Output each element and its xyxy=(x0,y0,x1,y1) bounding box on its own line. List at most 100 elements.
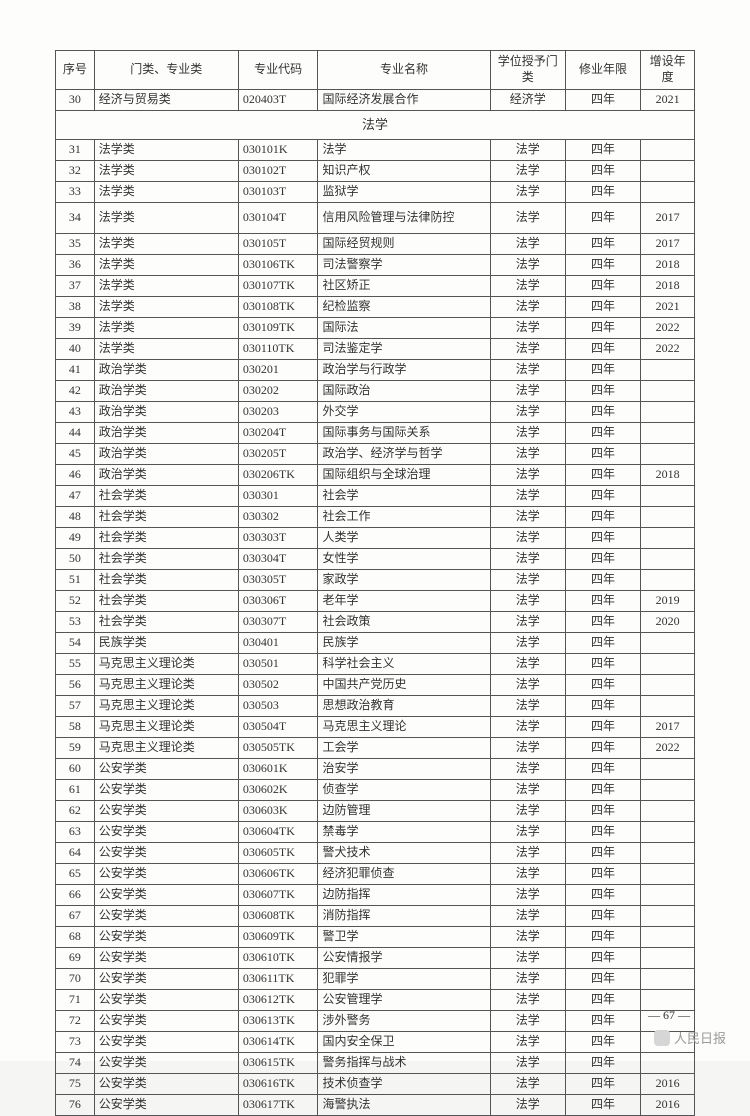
cell-deg: 法学 xyxy=(490,381,565,402)
cell-year xyxy=(641,843,695,864)
cell-seq: 73 xyxy=(56,1032,95,1053)
cell-deg: 法学 xyxy=(490,738,565,759)
table-row: 73公安学类030614TK国内安全保卫法学四年 xyxy=(56,1032,695,1053)
cell-name: 司法鉴定学 xyxy=(318,339,490,360)
cell-cat: 马克思主义理论类 xyxy=(94,654,238,675)
cell-name: 警卫学 xyxy=(318,927,490,948)
cell-name: 法学 xyxy=(318,140,490,161)
cell-deg: 法学 xyxy=(490,906,565,927)
cell-cat: 政治学类 xyxy=(94,444,238,465)
table-row: 72公安学类030613TK涉外警务法学四年 xyxy=(56,1011,695,1032)
cell-seq: 76 xyxy=(56,1095,95,1116)
cell-year xyxy=(641,654,695,675)
cell-cat: 公安学类 xyxy=(94,906,238,927)
cell-seq: 45 xyxy=(56,444,95,465)
cell-seq: 47 xyxy=(56,486,95,507)
cell-name: 国际经贸规则 xyxy=(318,234,490,255)
cell-deg: 法学 xyxy=(490,780,565,801)
cell-year xyxy=(641,1053,695,1074)
cell-year xyxy=(641,570,695,591)
cell-code: 030602K xyxy=(238,780,318,801)
cell-year: 2017 xyxy=(641,203,695,234)
cell-dur: 四年 xyxy=(565,717,640,738)
cell-seq: 31 xyxy=(56,140,95,161)
cell-name: 国际经济发展合作 xyxy=(318,90,490,111)
cell-name: 技术侦查学 xyxy=(318,1074,490,1095)
table-row: 53社会学类030307T社会政策法学四年2020 xyxy=(56,612,695,633)
table-row: 30经济与贸易类020403T国际经济发展合作经济学四年2021 xyxy=(56,90,695,111)
cell-cat: 公安学类 xyxy=(94,759,238,780)
table-row: 32法学类030102T知识产权法学四年 xyxy=(56,161,695,182)
cell-seq: 39 xyxy=(56,318,95,339)
cell-name: 老年学 xyxy=(318,591,490,612)
cell-cat: 公安学类 xyxy=(94,843,238,864)
cell-dur: 四年 xyxy=(565,360,640,381)
table-row: 54民族学类030401民族学法学四年 xyxy=(56,633,695,654)
cell-deg: 法学 xyxy=(490,528,565,549)
cell-name: 社会学 xyxy=(318,486,490,507)
cell-dur: 四年 xyxy=(565,927,640,948)
cell-dur: 四年 xyxy=(565,528,640,549)
cell-seq: 75 xyxy=(56,1074,95,1095)
cell-year xyxy=(641,182,695,203)
table-row: 60公安学类030601K治安学法学四年 xyxy=(56,759,695,780)
cell-cat: 公安学类 xyxy=(94,1074,238,1095)
table-row: 42政治学类030202国际政治法学四年 xyxy=(56,381,695,402)
cell-cat: 法学类 xyxy=(94,255,238,276)
cell-dur: 四年 xyxy=(565,161,640,182)
cell-name: 马克思主义理论 xyxy=(318,717,490,738)
cell-seq: 59 xyxy=(56,738,95,759)
cell-cat: 法学类 xyxy=(94,161,238,182)
table-row: 74公安学类030615TK警务指挥与战术法学四年 xyxy=(56,1053,695,1074)
cell-code: 030109TK xyxy=(238,318,318,339)
cell-code: 030613TK xyxy=(238,1011,318,1032)
cell-cat: 法学类 xyxy=(94,318,238,339)
cell-cat: 马克思主义理论类 xyxy=(94,717,238,738)
table-row: 50社会学类030304T女性学法学四年 xyxy=(56,549,695,570)
cell-year xyxy=(641,780,695,801)
cell-code: 030610TK xyxy=(238,948,318,969)
cell-dur: 四年 xyxy=(565,990,640,1011)
cell-dur: 四年 xyxy=(565,612,640,633)
cell-cat: 政治学类 xyxy=(94,465,238,486)
cell-cat: 社会学类 xyxy=(94,528,238,549)
cell-code: 030306T xyxy=(238,591,318,612)
cell-year xyxy=(641,360,695,381)
cell-dur: 四年 xyxy=(565,1053,640,1074)
table-row: 75公安学类030616TK技术侦查学法学四年2016 xyxy=(56,1074,695,1095)
table-row: 57马克思主义理论类030503思想政治教育法学四年 xyxy=(56,696,695,717)
table-row: 62公安学类030603K边防管理法学四年 xyxy=(56,801,695,822)
table-row: 38法学类030108TK纪检监察法学四年2021 xyxy=(56,297,695,318)
cell-cat: 公安学类 xyxy=(94,1011,238,1032)
cell-year: 2022 xyxy=(641,738,695,759)
cell-code: 030105T xyxy=(238,234,318,255)
cell-seq: 38 xyxy=(56,297,95,318)
cell-year: 2021 xyxy=(641,297,695,318)
cell-deg: 法学 xyxy=(490,969,565,990)
cell-dur: 四年 xyxy=(565,633,640,654)
cell-code: 030603K xyxy=(238,801,318,822)
cell-dur: 四年 xyxy=(565,885,640,906)
cell-cat: 社会学类 xyxy=(94,570,238,591)
cell-cat: 社会学类 xyxy=(94,507,238,528)
cell-code: 030303T xyxy=(238,528,318,549)
cell-name: 警务指挥与战术 xyxy=(318,1053,490,1074)
cell-code: 030616TK xyxy=(238,1074,318,1095)
watermark-text: 人民日报 xyxy=(674,1028,726,1047)
cell-seq: 54 xyxy=(56,633,95,654)
cell-seq: 68 xyxy=(56,927,95,948)
cell-cat: 社会学类 xyxy=(94,591,238,612)
cell-dur: 四年 xyxy=(565,696,640,717)
cell-seq: 36 xyxy=(56,255,95,276)
cell-seq: 65 xyxy=(56,864,95,885)
cell-dur: 四年 xyxy=(565,570,640,591)
cell-name: 消防指挥 xyxy=(318,906,490,927)
cell-deg: 法学 xyxy=(490,234,565,255)
cell-cat: 社会学类 xyxy=(94,612,238,633)
table-row: 68公安学类030609TK警卫学法学四年 xyxy=(56,927,695,948)
cell-year: 2022 xyxy=(641,339,695,360)
cell-seq: 48 xyxy=(56,507,95,528)
table-row: 48社会学类030302社会工作法学四年 xyxy=(56,507,695,528)
cell-code: 030106TK xyxy=(238,255,318,276)
cell-cat: 法学类 xyxy=(94,297,238,318)
